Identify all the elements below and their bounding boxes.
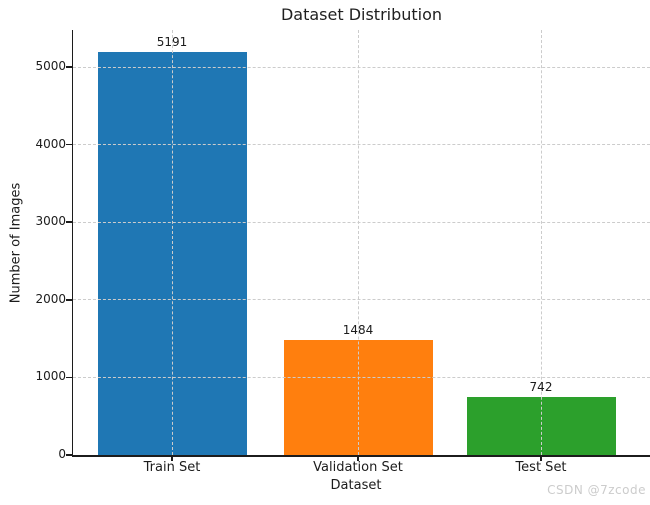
gridline-h <box>73 299 650 301</box>
y-axis-spine <box>71 30 73 457</box>
bar-value-label: 1484 <box>342 322 374 337</box>
y-tick-label: 3000 <box>35 214 66 229</box>
y-tick-mark <box>66 376 72 379</box>
bar-value-label: 5191 <box>156 35 188 50</box>
gridline-h <box>73 376 650 378</box>
y-tick-mark <box>66 299 72 301</box>
x-tick-mark <box>357 456 359 461</box>
y-tick-mark <box>66 66 72 68</box>
gridline-v <box>172 30 173 455</box>
y-tick-label: 2000 <box>35 291 66 306</box>
gridline-v <box>541 30 542 455</box>
gridline-h <box>73 221 650 223</box>
y-tick-label: 0 <box>58 447 66 461</box>
y-tick-mark <box>66 221 72 223</box>
y-tick-mark <box>66 143 72 146</box>
x-tick-label: Test Set <box>515 460 567 475</box>
x-tick-mark <box>171 456 173 461</box>
y-tick-label: 4000 <box>35 136 66 151</box>
watermark: CSDN @7zcode <box>547 483 646 497</box>
y-tick-label: 5000 <box>35 59 66 73</box>
y-tick-mark <box>66 454 72 456</box>
gridline-h <box>73 144 650 146</box>
x-tick-mark <box>540 456 542 461</box>
gridline-h <box>73 66 650 68</box>
chart-title: Dataset Distribution <box>280 5 443 24</box>
x-tick-label: Validation Set <box>313 460 403 475</box>
y-tick-label: 1000 <box>35 369 66 384</box>
bar-value-label: 742 <box>529 380 553 395</box>
x-tick-label: Train Set <box>143 460 201 475</box>
x-axis-label: Dataset <box>330 478 382 493</box>
gridline-v <box>358 30 359 455</box>
x-axis-spine <box>71 455 650 457</box>
